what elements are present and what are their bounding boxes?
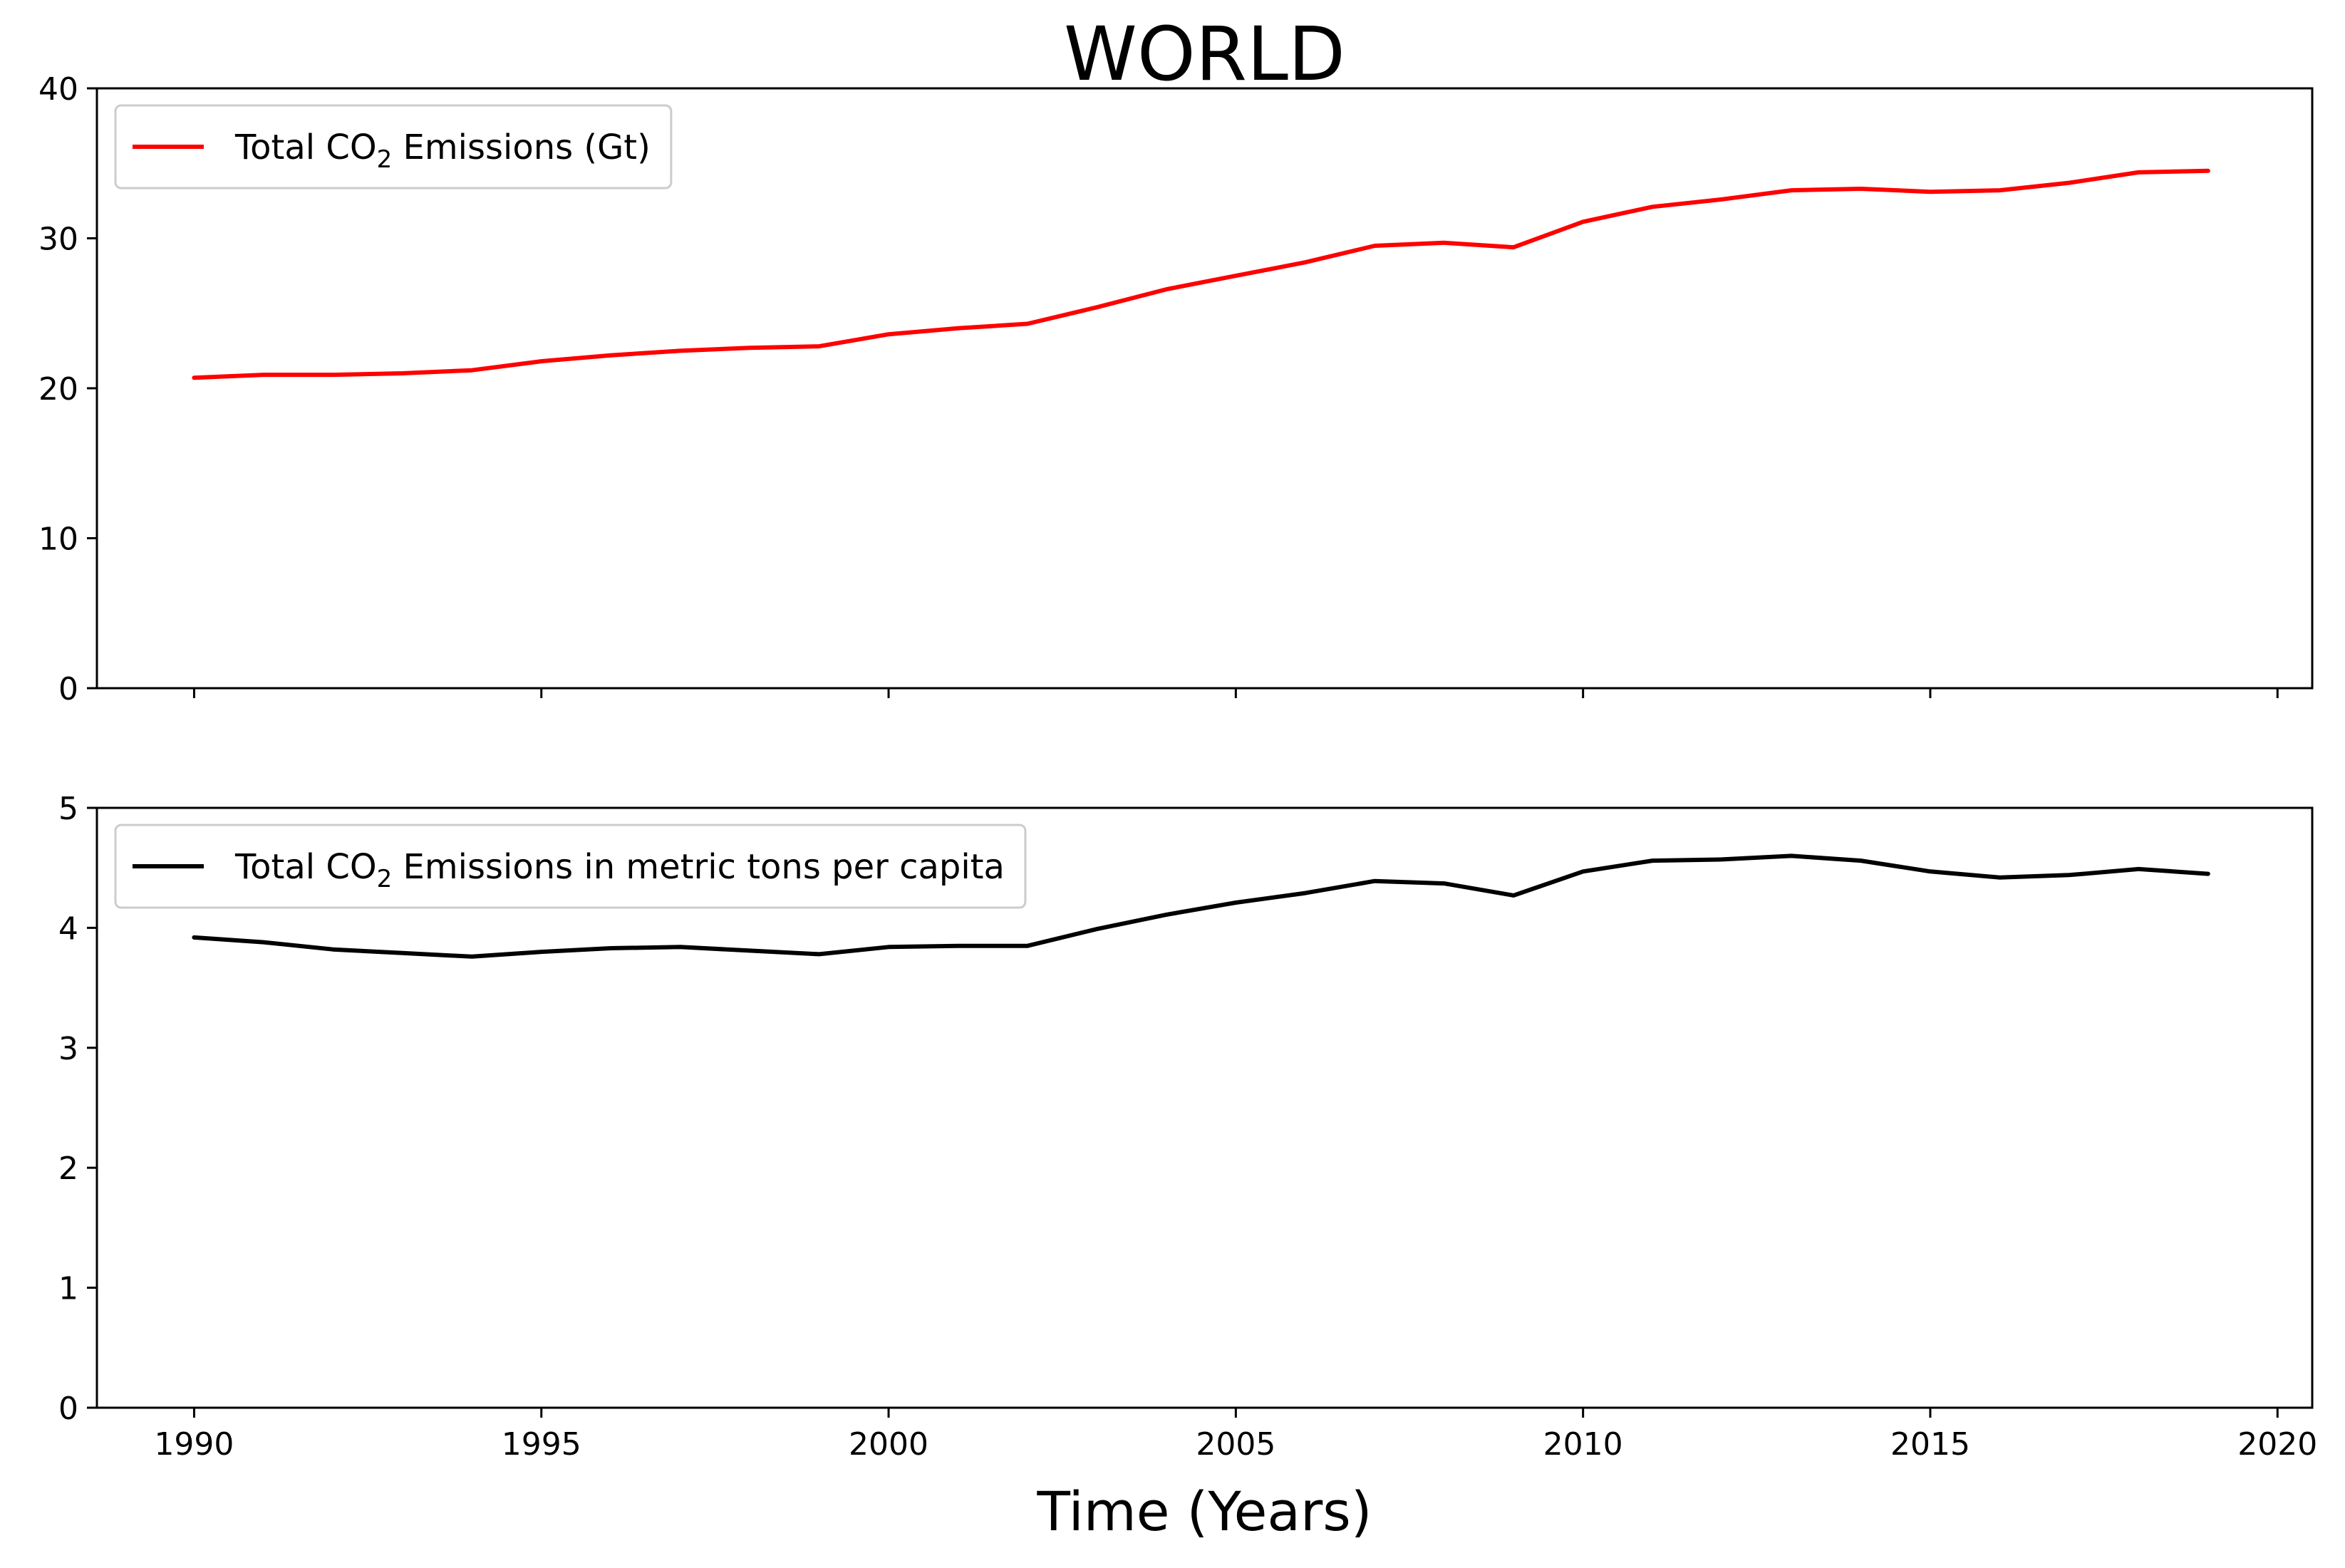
series-line-2-1	[192, 853, 2210, 959]
y-tick-label: 5	[58, 791, 78, 827]
subplot-1: WORLD 0 10 20 30 40 Total CO2 Emissions (Gt)	[38, 11, 2314, 707]
legend-box	[114, 824, 1027, 909]
y-tick-label: 30	[38, 222, 78, 258]
x-tick-label: 2015	[1890, 1426, 1970, 1463]
legend: Total CO2 Emissions (Gt)	[114, 104, 673, 189]
series-line-1-1	[192, 168, 2210, 380]
y-tick-label: 10	[38, 521, 78, 558]
x-tick-label: 2005	[1196, 1426, 1275, 1463]
plot-area-frame	[95, 806, 2314, 1409]
x-tick-label: 2000	[849, 1426, 928, 1463]
x-tick-label: 2020	[2237, 1426, 2317, 1463]
x-axis-label: Time (Years)	[1037, 1480, 1372, 1543]
subplot-2: 0 1 2 3 4 5 1990 1995 2000 2005 2010 2015 2020 Time (…	[58, 791, 2317, 1543]
x-tick-label: 2010	[1543, 1426, 1623, 1463]
x-tick-label: 1995	[502, 1426, 581, 1463]
legend-box	[114, 104, 673, 189]
y-tick-label: 3	[58, 1031, 78, 1067]
chart-title: WORLD	[1064, 11, 1345, 98]
y-tick-label: 40	[38, 71, 78, 108]
legend-label: Total CO2 Emissions (Gt)	[234, 128, 651, 174]
y-tick-label: 4	[58, 910, 78, 947]
y-tick-label: 2	[58, 1151, 78, 1187]
y-tick-label: 0	[58, 1391, 78, 1427]
y-tick-label: 0	[58, 671, 78, 707]
x-tick-label: 1990	[154, 1426, 234, 1463]
legend-label: Total CO2 Emissions in metric tons per c…	[234, 847, 1005, 893]
y-tick-label: 1	[58, 1271, 78, 1307]
legend: Total CO2 Emissions in metric tons per c…	[114, 824, 1027, 909]
y-tick-label: 20	[38, 371, 78, 407]
